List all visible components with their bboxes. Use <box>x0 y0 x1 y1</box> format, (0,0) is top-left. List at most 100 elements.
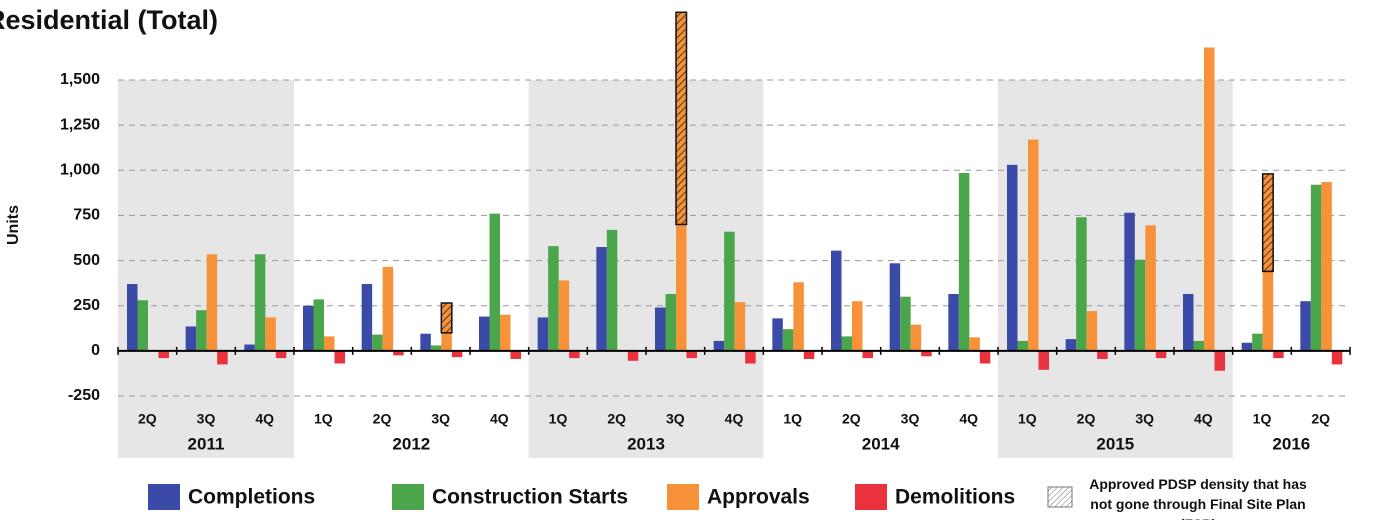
bar <box>1321 182 1332 351</box>
bar <box>500 314 511 351</box>
x-tick-label: 4Q <box>959 411 978 427</box>
bar <box>244 344 255 351</box>
bar <box>1310 184 1322 351</box>
x-tick-label: 4Q <box>725 411 744 427</box>
bar <box>206 254 218 351</box>
bar <box>1134 259 1146 351</box>
bar <box>196 310 207 351</box>
y-tick-label: 1,250 <box>60 116 100 133</box>
bar <box>1155 350 1167 359</box>
bar <box>303 305 314 351</box>
x-tick-label: 3Q <box>431 411 450 427</box>
bar <box>1262 271 1274 351</box>
year-band <box>118 80 294 458</box>
bar <box>548 246 559 351</box>
bar <box>451 350 463 358</box>
bar <box>1028 139 1039 351</box>
bar <box>265 317 276 351</box>
bar <box>889 263 901 351</box>
year-label: 2016 <box>1272 434 1310 453</box>
bar <box>724 231 735 351</box>
legend-label: Approved PDSP density that has not gone … <box>1089 476 1307 520</box>
y-tick-label: 250 <box>73 297 100 314</box>
bar <box>537 317 549 351</box>
bar <box>734 302 746 351</box>
x-tick-label: 1Q <box>314 411 333 427</box>
x-tick-label: 2Q <box>373 411 392 427</box>
bar <box>254 254 266 351</box>
bar <box>479 316 490 351</box>
bar <box>655 307 666 351</box>
y-axis-label: Units <box>5 205 22 245</box>
y-tick-label: 750 <box>73 207 100 224</box>
legend-label-box: Approved PDSP density that has not gone … <box>1089 476 1307 520</box>
legend-label: Demolitions <box>895 486 1015 509</box>
bar <box>334 350 345 364</box>
bar <box>831 250 842 351</box>
bar <box>1331 350 1343 365</box>
bar <box>793 282 804 351</box>
bar <box>862 350 873 359</box>
bar <box>841 336 852 351</box>
bar <box>1214 350 1225 371</box>
bar <box>921 350 932 357</box>
bar <box>558 280 570 351</box>
bar <box>745 350 756 364</box>
bar <box>430 345 442 351</box>
bar <box>361 284 373 351</box>
bar <box>324 336 335 351</box>
year-label: 2011 <box>188 434 225 453</box>
x-tick-label: 1Q <box>1253 411 1272 427</box>
legend-swatch <box>148 484 180 510</box>
bar <box>969 337 980 351</box>
bar <box>958 172 970 351</box>
x-tick-label: 1Q <box>549 411 568 427</box>
x-tick-label: 3Q <box>1135 411 1154 427</box>
legend-label: Approvals <box>707 486 810 509</box>
year-label: 2014 <box>862 434 900 453</box>
y-tick-label: -250 <box>68 387 100 404</box>
bar <box>852 301 863 351</box>
bar <box>489 213 500 351</box>
bar <box>713 340 725 351</box>
bar <box>596 247 607 351</box>
bar <box>275 350 287 359</box>
bar <box>1241 342 1253 351</box>
bar <box>1193 340 1204 351</box>
x-tick-label: 4Q <box>490 411 509 427</box>
year-label: 2012 <box>392 434 430 453</box>
bar <box>158 350 169 359</box>
bar <box>1097 350 1108 359</box>
bar <box>127 284 138 351</box>
y-tick-label: 1,000 <box>60 162 100 179</box>
bar <box>372 334 383 351</box>
bar <box>1183 293 1194 351</box>
x-tick-label: 1Q <box>1018 411 1037 427</box>
bar <box>137 300 148 351</box>
bar <box>1007 164 1018 351</box>
pdsp-bar <box>675 11 688 226</box>
bar <box>420 333 431 351</box>
bar <box>1273 350 1284 359</box>
bar <box>217 350 228 365</box>
bar <box>1065 339 1077 351</box>
bar <box>313 299 324 351</box>
bar <box>510 350 521 359</box>
x-tick-label: 4Q <box>255 411 274 427</box>
x-tick-label: 2Q <box>842 411 861 427</box>
x-tick-label: 2Q <box>607 411 626 427</box>
bar <box>393 350 404 356</box>
bar <box>1145 225 1156 351</box>
bar <box>1124 212 1135 351</box>
bar <box>1038 350 1049 370</box>
legend-swatch <box>855 484 887 510</box>
legend-swatch <box>392 484 424 510</box>
x-tick-label: 3Q <box>197 411 216 427</box>
x-tick-label: 2Q <box>138 411 157 427</box>
bar <box>627 350 639 361</box>
bar <box>185 326 197 351</box>
bar <box>772 318 783 351</box>
bar <box>979 350 991 364</box>
